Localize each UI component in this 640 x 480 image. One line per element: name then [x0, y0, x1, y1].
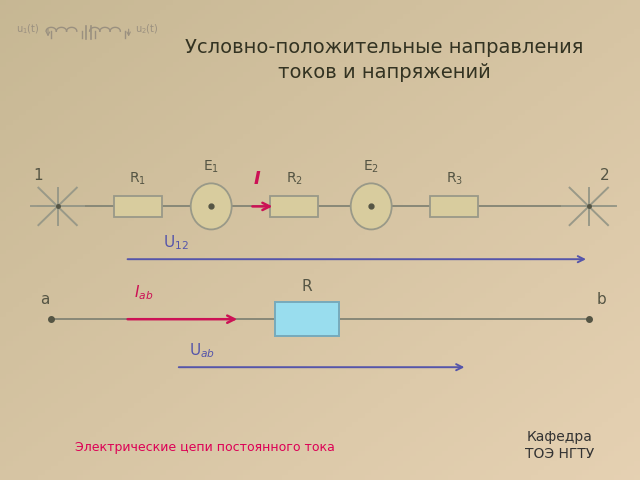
Bar: [275, 302, 339, 336]
Text: Условно-положительные направления
токов и напряжений: Условно-положительные направления токов …: [185, 38, 583, 82]
Text: 2: 2: [600, 168, 610, 183]
Text: E$_2$: E$_2$: [363, 158, 380, 175]
Text: R$_3$: R$_3$: [446, 170, 463, 187]
Bar: [271, 196, 319, 217]
Text: R: R: [302, 279, 312, 294]
Text: I$_{ab}$: I$_{ab}$: [134, 284, 154, 302]
Text: R$_2$: R$_2$: [286, 170, 303, 187]
Text: u$_2$(t): u$_2$(t): [135, 22, 159, 36]
Bar: [114, 196, 161, 217]
Ellipse shape: [351, 183, 392, 229]
Text: 1: 1: [33, 168, 44, 183]
Text: u$_1$(t): u$_1$(t): [16, 22, 40, 36]
Text: R$_1$: R$_1$: [129, 170, 146, 187]
Text: U$_{ab}$: U$_{ab}$: [189, 341, 214, 360]
Bar: [430, 196, 479, 217]
Ellipse shape: [191, 183, 232, 229]
Text: I: I: [254, 170, 260, 188]
Text: Электрические цепи постоянного тока: Электрические цепи постоянного тока: [75, 441, 335, 454]
Text: Кафедра
ТОЭ НГТУ: Кафедра ТОЭ НГТУ: [525, 431, 595, 460]
Text: E$_1$: E$_1$: [203, 158, 220, 175]
Text: a: a: [40, 292, 49, 307]
Text: U$_{12}$: U$_{12}$: [163, 233, 189, 252]
Text: b: b: [596, 292, 607, 307]
